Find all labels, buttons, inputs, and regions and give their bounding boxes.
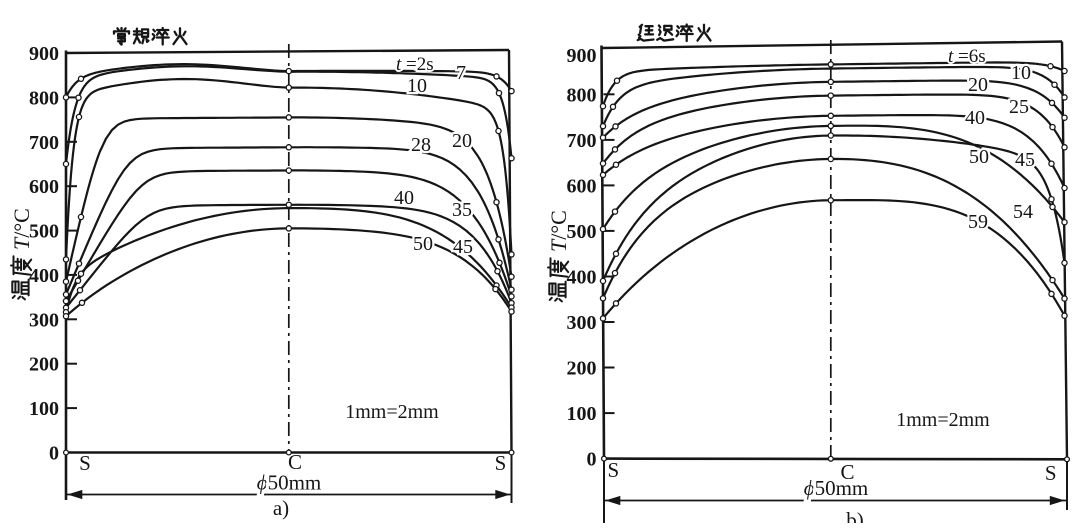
svg-text:50: 50 <box>969 146 989 168</box>
svg-text:S: S <box>607 458 619 482</box>
svg-text:900: 900 <box>29 43 59 65</box>
svg-text:900: 900 <box>567 45 597 67</box>
svg-text:700: 700 <box>29 132 59 154</box>
svg-text:t =6s: t =6s <box>948 46 986 67</box>
svg-text:T/°C: T/°C <box>9 208 34 250</box>
svg-text:T/°C: T/°C <box>546 210 571 252</box>
svg-text:S: S <box>79 451 91 475</box>
svg-text:ϕ50mm: ϕ50mm <box>257 471 322 495</box>
svg-text:400: 400 <box>29 265 59 287</box>
svg-text:0: 0 <box>49 443 59 465</box>
svg-text:7: 7 <box>456 62 466 84</box>
svg-text:25: 25 <box>1009 96 1029 118</box>
svg-text:300: 300 <box>567 312 597 334</box>
svg-text:S: S <box>1045 461 1057 485</box>
svg-text:800: 800 <box>29 87 59 109</box>
svg-text:45: 45 <box>453 236 473 258</box>
svg-text:a): a) <box>273 496 289 520</box>
svg-text:500: 500 <box>567 221 597 243</box>
svg-text:45: 45 <box>1015 149 1035 171</box>
svg-text:500: 500 <box>29 221 59 243</box>
svg-text:100: 100 <box>29 398 59 420</box>
svg-text:C: C <box>840 460 854 484</box>
svg-text:200: 200 <box>567 358 597 380</box>
svg-text:300: 300 <box>29 309 59 331</box>
svg-text:0: 0 <box>587 449 597 471</box>
svg-text:10: 10 <box>407 75 427 97</box>
svg-text:1mm=2mm: 1mm=2mm <box>896 409 990 431</box>
svg-text:1mm=2mm: 1mm=2mm <box>345 401 439 423</box>
svg-text:400: 400 <box>567 267 597 289</box>
svg-text:200: 200 <box>29 354 59 376</box>
svg-text:40: 40 <box>394 187 414 209</box>
svg-text:800: 800 <box>567 84 597 106</box>
svg-text:600: 600 <box>567 175 597 197</box>
svg-text:b): b) <box>846 508 864 523</box>
svg-text:C: C <box>288 450 302 474</box>
svg-text:54: 54 <box>1013 201 1033 223</box>
svg-text:28: 28 <box>411 134 431 156</box>
svg-text:40: 40 <box>965 107 985 129</box>
svg-text:10: 10 <box>1011 62 1031 84</box>
svg-text:20: 20 <box>452 130 472 152</box>
svg-text:S: S <box>495 451 507 475</box>
svg-text:ϕ50mm: ϕ50mm <box>804 476 869 500</box>
svg-text:35: 35 <box>452 199 472 221</box>
svg-text:700: 700 <box>567 130 597 152</box>
svg-text:t =2s: t =2s <box>396 54 434 75</box>
svg-text:20: 20 <box>968 74 988 96</box>
svg-text:50: 50 <box>413 233 433 255</box>
svg-text:100: 100 <box>567 403 597 425</box>
svg-text:600: 600 <box>29 176 59 198</box>
svg-text:59: 59 <box>968 211 988 233</box>
